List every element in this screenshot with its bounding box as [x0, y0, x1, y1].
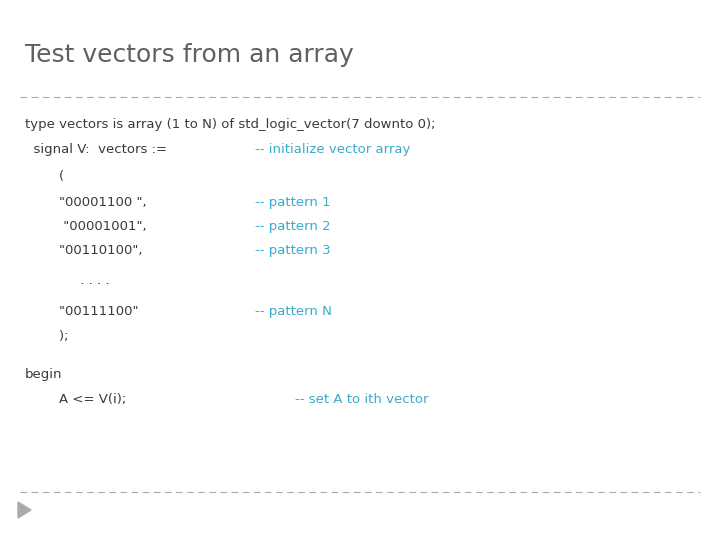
- Text: begin: begin: [25, 368, 63, 381]
- Text: -- pattern N: -- pattern N: [255, 305, 332, 318]
- Text: signal V:  vectors :=: signal V: vectors :=: [25, 143, 167, 156]
- Text: -- set A to ith vector: -- set A to ith vector: [295, 393, 428, 406]
- Text: Test vectors from an array: Test vectors from an array: [25, 43, 354, 67]
- Text: -- initialize vector array: -- initialize vector array: [255, 143, 410, 156]
- Text: "00111100": "00111100": [25, 305, 138, 318]
- Text: "00001100 ",: "00001100 ",: [25, 196, 147, 209]
- Text: );: );: [25, 330, 68, 343]
- Text: -- pattern 1: -- pattern 1: [255, 196, 330, 209]
- Text: A <= V(i);: A <= V(i);: [25, 393, 126, 406]
- Text: (: (: [25, 170, 64, 183]
- Text: . . . .: . . . .: [25, 274, 109, 287]
- Text: type vectors is array (1 to N) of std_logic_vector(7 downto 0);: type vectors is array (1 to N) of std_lo…: [25, 118, 436, 131]
- Polygon shape: [18, 502, 31, 518]
- Text: -- pattern 3: -- pattern 3: [255, 244, 330, 257]
- Text: -- pattern 2: -- pattern 2: [255, 220, 330, 233]
- Text: "00001001",: "00001001",: [25, 220, 147, 233]
- Text: "00110100",: "00110100",: [25, 244, 143, 257]
